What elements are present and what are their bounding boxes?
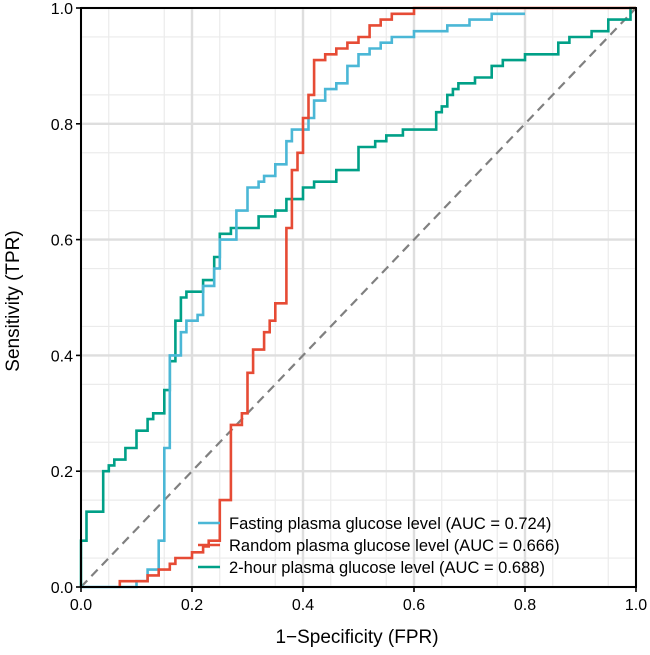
axis-ticks (76, 7, 637, 592)
y-tick-label: 0.2 (51, 464, 73, 481)
legend-label: Fasting plasma glucose level (AUC = 0.72… (229, 515, 551, 533)
legend-label: 2-hour plasma glucose level (AUC = 0.688… (229, 559, 545, 577)
y-tick-label: 0.6 (51, 233, 73, 250)
plot-frame (80, 7, 637, 588)
y-tick-label: 0.8 (51, 117, 73, 134)
legend-label: Random plasma glucose level (AUC = 0.666… (229, 537, 560, 555)
roc-curves (79, 6, 636, 589)
roc-curve-2-hour (79, 6, 636, 587)
x-tick-labels: 0.0 0.2 0.4 0.6 0.8 1.0 (70, 597, 647, 614)
x-tick-label: 0.6 (403, 597, 425, 614)
y-tick-label: 0.4 (51, 348, 73, 365)
x-tick-label: 0.0 (70, 597, 92, 614)
y-tick-labels: 0.0 0.2 0.4 0.6 0.8 1.0 (51, 1, 73, 597)
x-tick-label: 1.0 (625, 597, 647, 614)
y-tick-label: 0.0 (51, 580, 73, 597)
roc-curve-random (118, 6, 636, 587)
x-tick-label: 0.8 (514, 597, 536, 614)
legend: Fasting plasma glucose level (AUC = 0.72… (198, 515, 560, 577)
x-tick-label: 0.2 (181, 597, 203, 614)
y-axis-title: Sensitivity (TPR) (3, 230, 24, 371)
y-tick-label: 1.0 (51, 1, 73, 18)
roc-curve-fasting (81, 12, 525, 589)
x-axis-title: 1−Specificity (FPR) (275, 627, 438, 648)
x-tick-label: 0.4 (292, 597, 314, 614)
diagonal-reference-line (80, 7, 637, 588)
